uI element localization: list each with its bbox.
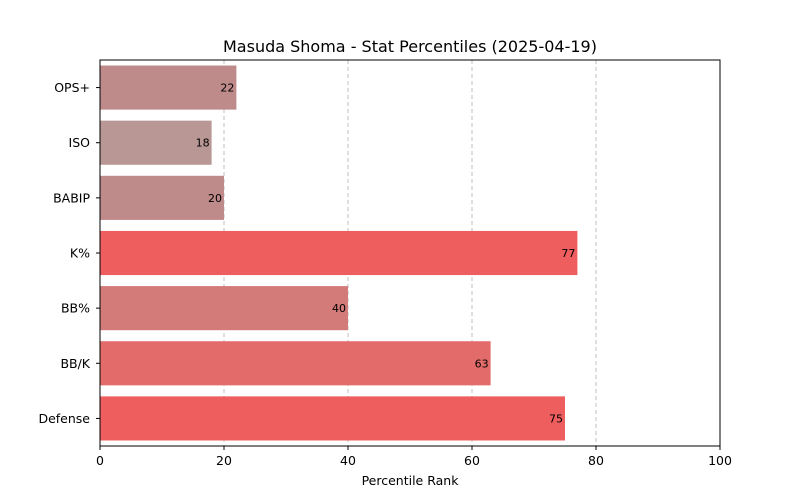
y-tick-label: BB%	[61, 301, 90, 316]
x-axis-ticks: 0 20 40 60 80 100	[96, 446, 732, 468]
bar-value-label: 63	[475, 357, 489, 370]
x-tick-label: 60	[464, 453, 480, 468]
bar-ops-	[100, 65, 237, 110]
bars	[100, 65, 578, 441]
bar-value-label: 77	[561, 247, 575, 260]
chart-title: Masuda Shoma - Stat Percentiles (2025-04…	[223, 37, 597, 56]
y-tick-label: BB/K	[60, 356, 90, 371]
bar-value-label: 22	[220, 82, 234, 95]
y-tick-label: BABIP	[53, 190, 90, 205]
bar-k-	[100, 230, 578, 276]
bar-defense	[100, 396, 565, 441]
x-tick-label: 40	[340, 453, 356, 468]
x-tick-label: 100	[708, 453, 732, 468]
data-labels: 22 18 20 77 40 63 75	[196, 82, 576, 426]
y-axis-ticks: OPS+ ISO BABIP K% BB% BB/K Defense	[38, 80, 100, 426]
bar-value-label: 18	[196, 137, 210, 150]
bar-bb-	[100, 286, 348, 331]
x-tick-label: 80	[588, 453, 604, 468]
y-tick-label: ISO	[69, 135, 91, 150]
y-tick-label: OPS+	[54, 80, 90, 95]
bar-value-label: 20	[208, 192, 222, 205]
bar-bb-k	[100, 341, 491, 386]
bar-value-label: 75	[549, 412, 563, 425]
y-tick-label: Defense	[38, 411, 90, 426]
bar-babip	[100, 175, 224, 220]
bar-iso	[100, 120, 212, 165]
x-tick-label: 0	[96, 453, 104, 468]
x-tick-label: 20	[216, 453, 232, 468]
y-tick-label: K%	[70, 246, 90, 261]
x-axis-label: Percentile Rank	[362, 473, 460, 488]
bar-value-label: 40	[332, 302, 346, 315]
